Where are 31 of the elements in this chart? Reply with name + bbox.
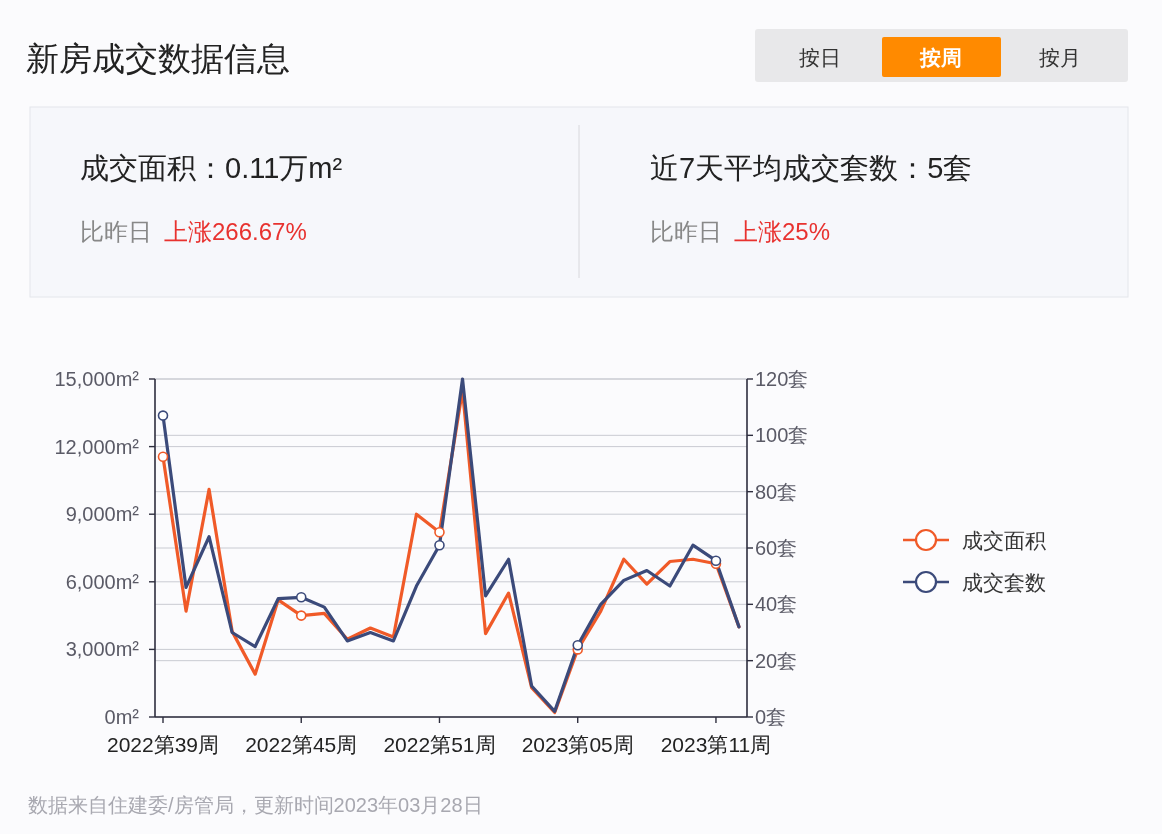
legend-label: 成交套数: [962, 571, 1046, 594]
y2-tick-label: 120套: [755, 368, 809, 390]
y2-tick-label: 60套: [755, 537, 798, 559]
text: 按日: [799, 46, 841, 69]
text: 成交面积：0.11万m²: [80, 152, 343, 184]
y2-tick-label: 100套: [755, 424, 809, 447]
y-tick-label: 3,000m²: [65, 638, 140, 661]
text: 比昨日: [650, 218, 722, 245]
x-tick-label: 2022第51周: [383, 733, 496, 756]
y-tick-label: 12,000m²: [54, 435, 140, 458]
x-tick-label: 2022第45周: [245, 733, 358, 756]
x-tick-label: 2022第39周: [106, 733, 220, 756]
y2-tick-label: 0套: [755, 706, 787, 728]
text: 近7天平均成交套数：5套: [650, 152, 973, 184]
text: 数据来自住建委/房管局，更新时间2023年03月28日: [28, 794, 483, 816]
y-tick-label: 9,000m²: [65, 503, 140, 526]
text: 新房成交数据信息: [26, 40, 290, 77]
y-tick-label: 6,000m²: [65, 570, 140, 593]
y2-tick-label: 40套: [755, 593, 798, 616]
y-tick-label: 0m²: [104, 706, 140, 728]
legend-label: 成交面积: [962, 529, 1046, 552]
text: 上涨25%: [734, 218, 831, 245]
text: 按周: [919, 46, 962, 69]
y-tick-label: 15,000m²: [54, 368, 140, 390]
y2-tick-label: 80套: [755, 480, 798, 503]
y2-tick-label: 20套: [755, 649, 798, 672]
text: 上涨266.67%: [164, 218, 307, 245]
x-tick-label: 2023第11周: [660, 733, 772, 756]
text: 比昨日: [80, 218, 152, 245]
x-tick-label: 2023第05周: [521, 733, 634, 756]
text: 按月: [1039, 46, 1081, 69]
